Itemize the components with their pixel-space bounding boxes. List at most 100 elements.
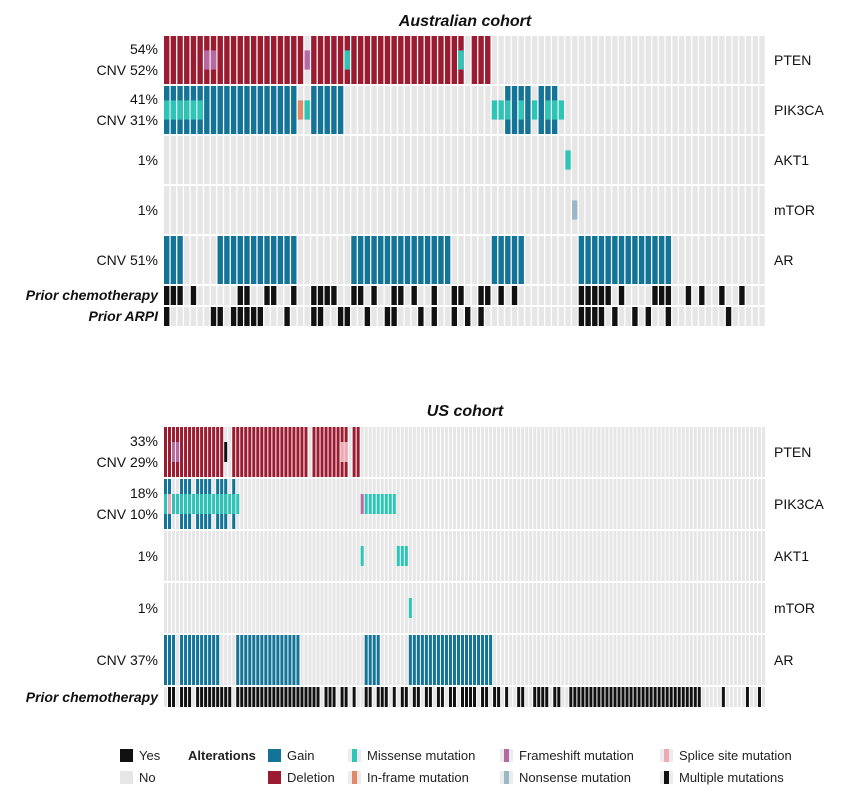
cell (217, 186, 223, 234)
clinical-no-cell (331, 307, 337, 326)
cell (440, 531, 444, 581)
cell (545, 635, 549, 685)
cell (669, 635, 673, 685)
cell (304, 136, 310, 184)
clinical-no-cell (717, 687, 721, 707)
clinical-yes-cell (257, 307, 264, 326)
clinical-yes-cell (725, 307, 732, 326)
cnv-deletion-cell (252, 427, 256, 477)
cell (709, 583, 713, 633)
cell (331, 186, 337, 234)
mutation-missense-mark (400, 546, 404, 566)
cell (752, 86, 759, 134)
clinical-yes-cell (180, 687, 184, 707)
clinical-no-cell (204, 307, 210, 326)
mutation-missense-mark (177, 100, 183, 120)
gene-name-label: AKT1 (774, 548, 809, 564)
cell (569, 479, 573, 529)
cell (465, 186, 471, 234)
clinical-no-cell (531, 286, 538, 305)
cell (465, 36, 471, 84)
cnv-gain-cell (280, 635, 284, 685)
cell (701, 479, 705, 529)
cell (637, 479, 641, 529)
cell (416, 479, 420, 529)
clinical-no-cell (538, 286, 544, 305)
cell (581, 583, 585, 633)
cell (745, 583, 749, 633)
cell (438, 86, 444, 134)
clinical-yes-cell (398, 286, 404, 305)
cell (553, 479, 557, 529)
cell (340, 531, 344, 581)
cell (605, 427, 609, 477)
cnv-gain-cell (224, 86, 230, 134)
cell (344, 531, 348, 581)
cell (469, 427, 473, 477)
cell (652, 186, 658, 234)
clinical-no-cell (444, 687, 448, 707)
cell (371, 136, 377, 184)
cell (337, 186, 344, 234)
gene-row-australian-mtor: 1% mTOR (138, 186, 815, 234)
clinical-yes-cell (693, 687, 697, 707)
clinical-yes-cell (311, 307, 317, 326)
legend-splice: Splice site mutation (660, 748, 792, 763)
cell (692, 236, 698, 284)
cnv-deletion-cell (331, 36, 337, 84)
cell (216, 583, 220, 633)
cell (297, 236, 304, 284)
cell (625, 583, 629, 633)
gene-row-us-pten: 33%CNV 29%PTEN (97, 427, 811, 477)
cell (352, 479, 356, 529)
clinical-yes-cell (669, 687, 673, 707)
cell (210, 186, 217, 234)
clinical-no-cell (752, 307, 759, 326)
clinical-yes-cell (260, 687, 264, 707)
clinical-no-cell (164, 687, 168, 707)
cell (625, 479, 629, 529)
cell (625, 531, 629, 581)
clinical-yes-cell (557, 687, 561, 707)
cell (228, 427, 232, 477)
clinical-no-cell (518, 307, 524, 326)
cnv-deletion-cell (438, 36, 444, 84)
cell (177, 186, 183, 234)
cell (436, 427, 440, 477)
cell (280, 479, 284, 529)
cell (705, 479, 709, 529)
cell (589, 531, 593, 581)
cell (477, 427, 481, 477)
clinical-yes-cell (364, 687, 368, 707)
cell (733, 635, 737, 685)
cell (621, 583, 625, 633)
cnv-deletion-cell (240, 427, 244, 477)
gene-pct-label: 33% (130, 433, 158, 449)
clinical-no-cell (297, 307, 304, 326)
cnv-deletion-cell (328, 427, 332, 477)
cell (518, 136, 524, 184)
mutation-splice-mark (168, 494, 172, 514)
mutation-missense-mark (192, 494, 196, 514)
cell (204, 136, 210, 184)
cell (311, 186, 317, 234)
cell (352, 635, 356, 685)
cnv-deletion-cell (300, 427, 304, 477)
cell (204, 583, 208, 633)
cnv-gain-cell (420, 635, 424, 685)
cell (493, 583, 497, 633)
cnv-gain-cell (618, 236, 625, 284)
cell (177, 136, 183, 184)
cell (224, 136, 230, 184)
cell (533, 583, 537, 633)
cell (505, 635, 509, 685)
cnv-gain-cell (217, 236, 223, 284)
cell (228, 635, 232, 685)
cell (665, 531, 669, 581)
cell (665, 427, 669, 477)
clinical-no-cell (712, 286, 718, 305)
cell (477, 479, 481, 529)
cell (669, 531, 673, 581)
cell (645, 583, 649, 633)
legend-inframe-label: In-frame mutation (367, 770, 469, 785)
